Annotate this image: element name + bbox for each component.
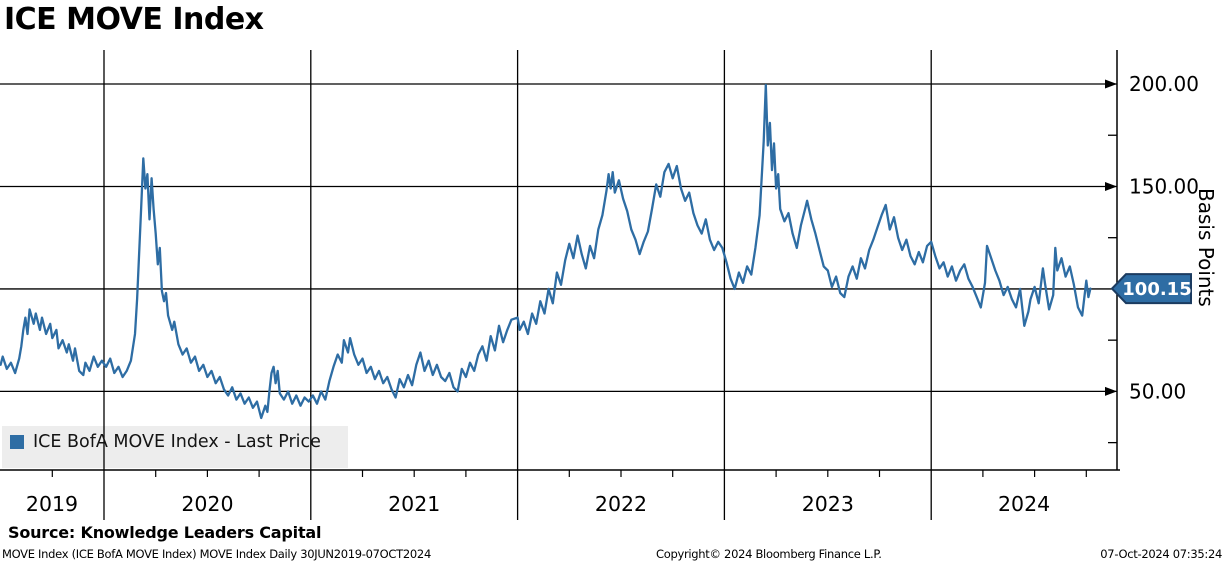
- x-year-label: 2024: [998, 492, 1050, 516]
- footer-timestamp: 07-Oct-2024 07:35:24: [1100, 547, 1222, 561]
- legend-background: [2, 426, 348, 468]
- last-price-badge: [1110, 273, 1192, 305]
- tick-arrow-icon: [1105, 79, 1117, 89]
- legend: ICE BofA MOVE Index - Last Price: [10, 432, 321, 452]
- y-tick-label: 150.00: [1129, 174, 1199, 198]
- tick-arrow-icon: [1105, 386, 1117, 396]
- x-year-label: 2021: [388, 492, 440, 516]
- x-year-label: 2023: [802, 492, 854, 516]
- y-tick-label: 50.00: [1129, 379, 1186, 403]
- source-line: Source: Knowledge Leaders Capital: [8, 523, 322, 542]
- y-axis-title: Basis Points: [1194, 188, 1218, 307]
- tick-arrow-icon: [1105, 181, 1117, 191]
- legend-label: ICE BofA MOVE Index - Last Price: [33, 432, 321, 452]
- legend-marker-icon: [10, 435, 24, 449]
- footer-description: MOVE Index (ICE BofA MOVE Index) MOVE In…: [2, 547, 431, 561]
- x-year-label: 2020: [181, 492, 233, 516]
- page-title: ICE MOVE Index: [4, 2, 264, 37]
- x-year-label: 2019: [26, 492, 78, 516]
- price-line: [0, 83, 1092, 420]
- footer-copyright: Copyright© 2024 Bloomberg Finance L.P.: [656, 547, 882, 561]
- x-year-label: 2022: [595, 492, 647, 516]
- y-tick-label: 200.00: [1129, 72, 1199, 96]
- last-price-value: 100.15: [1122, 279, 1191, 300]
